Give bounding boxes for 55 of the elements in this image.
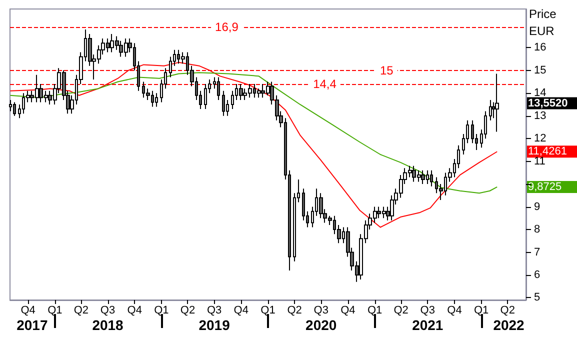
y-tick-label: 11 [534,155,546,168]
candlestick [430,170,433,187]
ref-line-label: 15 [380,63,394,78]
candlestick [239,84,243,100]
candlestick [204,84,207,110]
candlestick [155,92,158,108]
x-tick-label: Q4 [340,304,356,316]
annotation: 9,8725 [528,180,562,193]
x2-tick-label: 2022 [493,317,525,333]
x-tick-label: Q2 [180,304,196,316]
ref-line-label: 16,9 [215,20,239,34]
x-tick-label: Q1 [367,304,382,316]
candlestick [421,170,425,185]
y-tick-label: 15 [534,64,546,76]
x-tick-label: Q3 [206,304,222,316]
x-tick-label: Q4 [127,304,142,316]
x-tick-label: Q1 [48,304,62,316]
x-tick-label: Q1 [260,304,276,316]
x2-tick-label: 2018 [92,317,124,333]
y-tick-label: 5 [534,292,540,304]
y-tick-label: 14 [534,87,546,100]
x2-tick-label: 2019 [198,317,230,333]
y-tick-label: 7 [534,246,540,258]
x-tick-label: Q2 [287,304,302,316]
y-tick-label: 16 [534,42,546,54]
annotation: 11,4261 [528,146,567,158]
candlestick [257,88,261,98]
y-tick-label: 13 [534,110,546,122]
x-tick-label: Q4 [234,304,248,316]
x-tick-label: Q3 [314,304,328,316]
x2-tick-label: 2017 [16,317,48,333]
y-tick-label: 9 [534,200,540,213]
x-tick-label: Q4 [20,304,36,316]
x-tick-label: Q3 [420,304,435,316]
x2-tick-label: 2021 [412,317,444,333]
x-tick-label: Q1 [474,304,489,316]
y-tick-label: 12 [534,132,546,145]
x-tick-label: Q2 [394,304,408,316]
candlestick [222,90,225,116]
x2-tick-label: 2020 [306,317,337,333]
y-tick-label: 6 [534,268,540,281]
x-tick-label: Q4 [447,304,462,316]
ref-line-label: 14,4 [313,77,337,92]
x-tick-label: Q1 [154,304,169,316]
x-tick-label: Q3 [100,304,116,316]
candlestick [13,102,16,116]
candlestick [495,73,499,132]
y-axis-title: Price EUR [529,7,557,38]
candlestick [319,192,323,219]
annotation: 13,5520 [528,97,568,110]
x-tick-label: Q2 [500,304,515,316]
y-tick-label: 8 [534,224,540,236]
candlestick [217,76,220,100]
candlestick [489,99,492,121]
x-tick-label: Q2 [74,304,89,316]
